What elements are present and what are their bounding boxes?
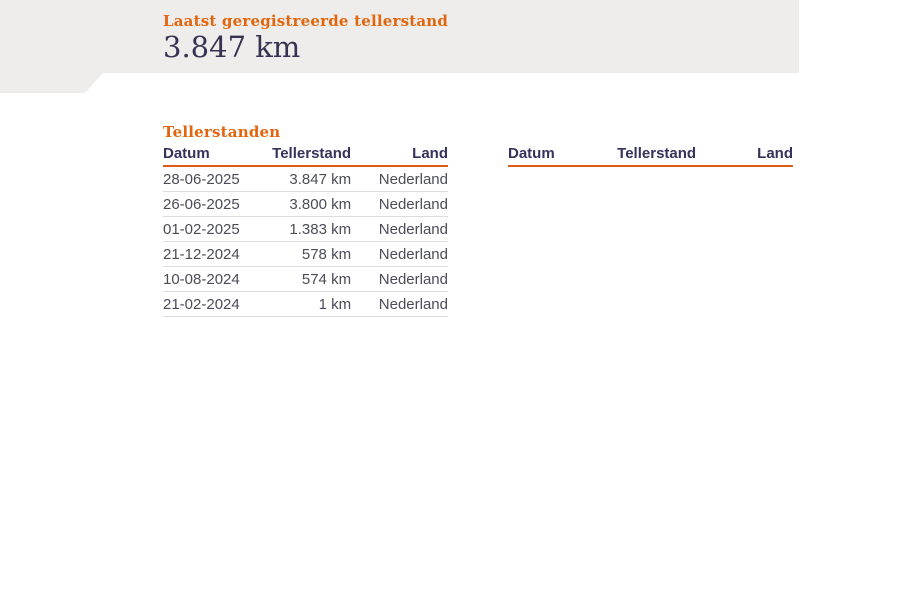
hero-content: Laatst geregistreerde tellerstand 3.847 … (0, 0, 799, 64)
cell-land: Nederland (351, 241, 448, 267)
table-row: 01-02-2025 1.383 km Nederland (163, 216, 448, 242)
cell-datum: 26-06-2025 (163, 191, 255, 217)
table-header-row: Datum Tellerstand Land (508, 146, 793, 167)
cell-land: Nederland (351, 216, 448, 242)
cell-tellerstand: 578 km (254, 241, 352, 267)
odometer-table-right: Datum Tellerstand Land (508, 146, 793, 317)
cell-tellerstand: 3.800 km (254, 191, 352, 217)
table-row: 21-12-2024 578 km Nederland (163, 241, 448, 267)
odometer-table-left: Datum Tellerstand Land 28-06-2025 3.847 … (163, 146, 448, 317)
cell-land: Nederland (351, 191, 448, 217)
table-header-row: Datum Tellerstand Land (163, 146, 448, 167)
cell-datum: 01-02-2025 (163, 216, 255, 242)
cell-datum: 10-08-2024 (163, 266, 255, 292)
column-header-tellerstand: Tellerstand (254, 146, 352, 167)
odometer-section: Tellerstanden Datum Tellerstand Land 28-… (163, 125, 793, 317)
column-header-datum: Datum (163, 146, 255, 167)
column-header-land: Land (696, 146, 793, 167)
table-row: 10-08-2024 574 km Nederland (163, 266, 448, 292)
cell-datum: 28-06-2025 (163, 166, 255, 192)
cell-datum: 21-12-2024 (163, 241, 255, 267)
last-odometer-label: Laatst geregistreerde tellerstand (163, 12, 449, 30)
cell-tellerstand: 1 km (254, 291, 352, 317)
hero-banner: Laatst geregistreerde tellerstand 3.847 … (0, 0, 799, 93)
table-row: 21-02-2024 1 km Nederland (163, 291, 448, 317)
cell-land: Nederland (351, 291, 448, 317)
section-title: Tellerstanden (163, 123, 281, 141)
cell-land: Nederland (351, 166, 448, 192)
cell-tellerstand: 1.383 km (254, 216, 352, 242)
cell-land: Nederland (351, 266, 448, 292)
column-header-datum: Datum (508, 146, 600, 167)
column-header-tellerstand: Tellerstand (599, 146, 697, 167)
cell-tellerstand: 574 km (254, 266, 352, 292)
last-odometer-value: 3.847 km (163, 30, 301, 64)
cell-tellerstand: 3.847 km (254, 166, 352, 192)
table-row: 28-06-2025 3.847 km Nederland (163, 166, 448, 192)
cell-datum: 21-02-2024 (163, 291, 255, 317)
column-header-land: Land (351, 146, 448, 167)
odometer-tables: Datum Tellerstand Land 28-06-2025 3.847 … (163, 146, 793, 317)
table-row: 26-06-2025 3.800 km Nederland (163, 191, 448, 217)
